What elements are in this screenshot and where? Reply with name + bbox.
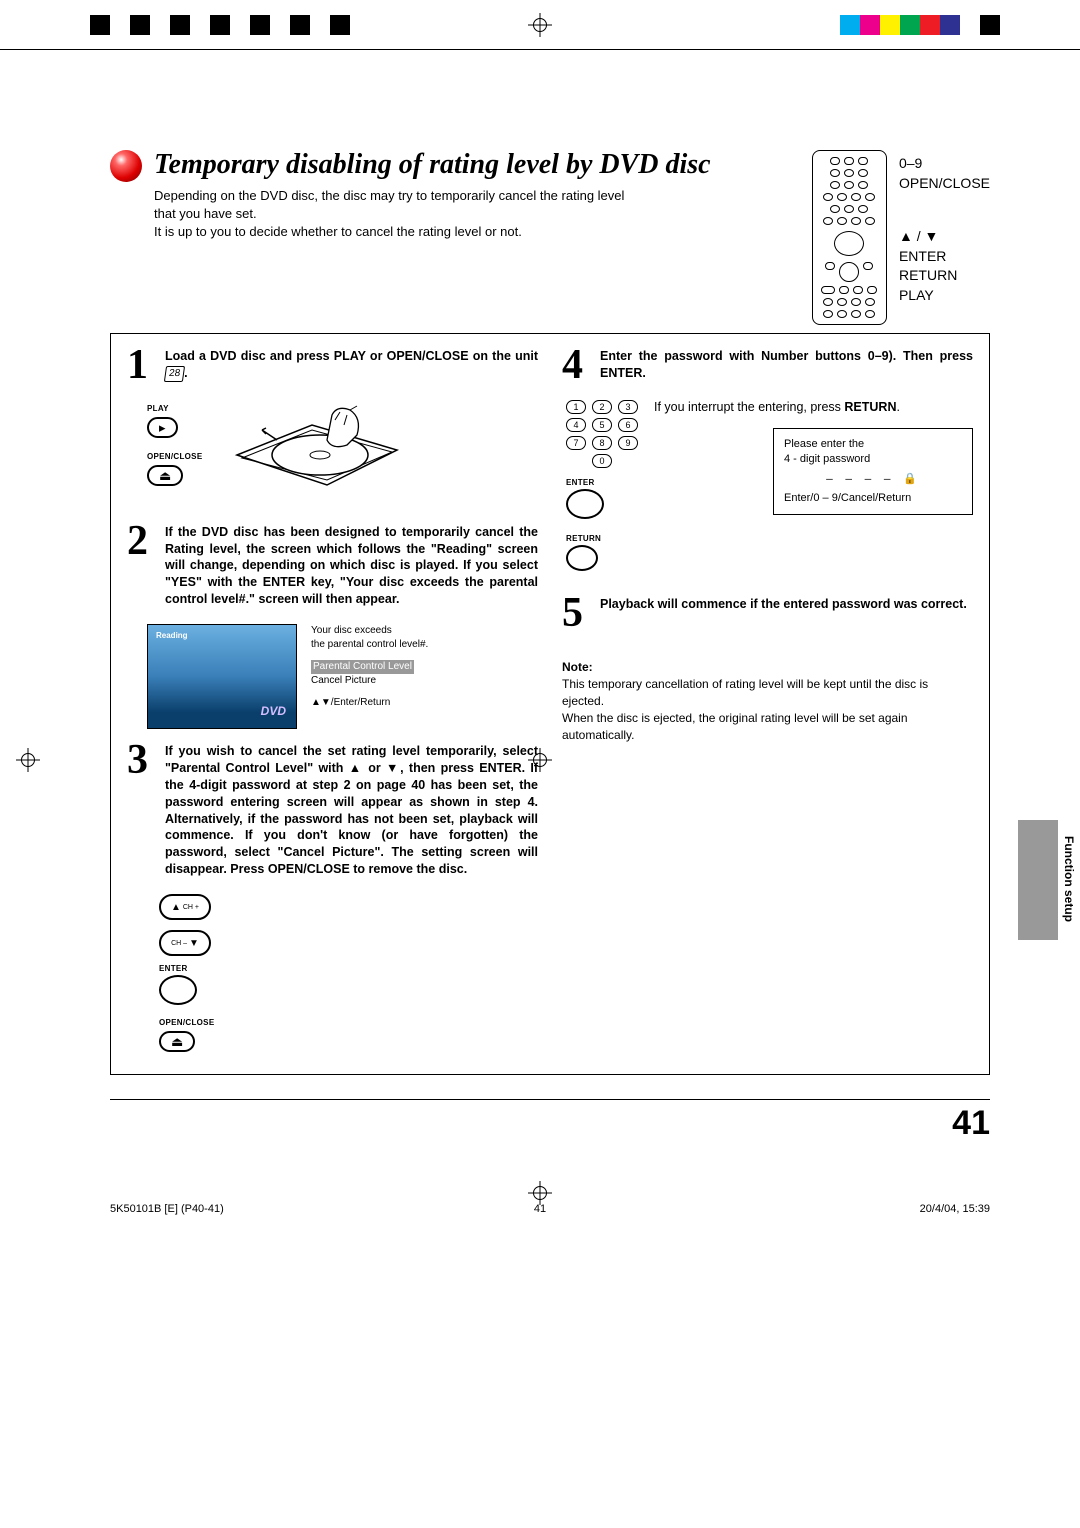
menu-line: Your disc exceeds [311,624,428,638]
page-title: Temporary disabling of rating level by D… [154,150,796,181]
numpad-icon: 1234567890 [566,400,640,468]
password-dialog: Please enter the 4 - digit password – – … [773,428,973,516]
enter-icon [566,489,604,519]
footer-date: 20/4/04, 15:39 [920,1203,990,1215]
tv-reading-label: Reading [156,631,188,640]
dvd-tray-icon [232,400,402,510]
intro-text: Depending on the DVD disc, the disc may … [154,188,624,221]
icon-label: ENTER [566,478,640,487]
remote-diagram [812,150,887,325]
step-text: Enter the password with Number buttons 0… [600,348,973,384]
remote-label: ▲ / ▼ [899,227,990,247]
color-swatches [840,15,1000,35]
icon-label: OPEN/CLOSE [147,452,202,461]
return-icon [566,545,598,571]
footer-doc-id: 5K50101B [E] (P40-41) [110,1203,224,1215]
icon-label: RETURN [566,534,640,543]
bullet-icon [110,150,142,182]
remote-label: OPEN/CLOSE [899,174,990,194]
remote-labels: 0–9 OPEN/CLOSE ▲ / ▼ ENTER RETURN PLAY [899,150,990,306]
bw-swatches [90,15,370,35]
registration-mark-icon [528,13,552,37]
icon-label: OPEN/CLOSE [159,1018,538,1027]
note-section: Note: This temporary cancellation of rat… [562,659,973,743]
step-text: Playback will commence if the entered pa… [600,596,967,632]
step-number: 4 [562,348,592,384]
open-close-icon: ⏏ [147,465,183,486]
button-icons: ▲ CH + CH – ▼ ENTER OPEN/CLOSE ⏏ [159,894,538,1054]
tv-dvd-label: DVD [261,704,286,718]
note-text: This temporary cancellation of rating le… [562,677,928,708]
dialog-line: Enter/0 – 9/Cancel/Return [784,491,962,506]
menu-item-highlighted: Parental Control Level [311,660,414,674]
remote-label: PLAY [899,286,990,306]
page-number: 41 [110,1099,990,1143]
dialog-line: Please enter the [784,437,962,452]
button-icons: 1234567890 ENTER RETURN [566,400,640,576]
remote-label: RETURN [899,266,990,286]
key-ref: 28 [164,366,185,382]
crop-bar [0,0,1080,50]
step-2: 2 If the DVD disc has been designed to t… [127,524,538,608]
footer: 5K50101B [E] (P40-41) 41 20/4/04, 15:39 [0,1183,1080,1245]
icon-label: ENTER [159,964,538,973]
step-3: 3 If you wish to cancel the set rating l… [127,743,538,878]
enter-icon [159,975,197,1005]
step-number: 1 [127,348,157,384]
step-number: 5 [562,596,592,632]
step-number: 2 [127,524,157,608]
step-text: Load a DVD disc and press PLAY or OPEN/C… [165,349,538,363]
open-close-icon: ⏏ [159,1031,195,1052]
note-text: When the disc is ejected, the original r… [562,711,908,742]
step-5: 5 Playback will commence if the entered … [562,596,973,632]
ch-up-icon: ▲ CH + [159,894,211,920]
step-text: If you wish to cancel the set rating lev… [165,743,538,878]
registration-mark-icon [528,1181,552,1205]
step-4: 4 Enter the password with Number buttons… [562,348,973,384]
note-heading: Note: [562,660,593,674]
step-1: 1 Load a DVD disc and press PLAY or OPEN… [127,348,538,384]
section-tab: Function setup [1058,830,1080,928]
menu-item: Cancel Picture [311,675,376,686]
remote-label: 0–9 [899,154,990,174]
intro-text: It is up to you to decide whether to can… [154,224,522,239]
menu-hint: ▲▼/Enter/Return [311,696,428,710]
tv-screen-preview: Reading DVD [147,624,297,729]
step-text: RETURN [844,400,896,414]
step-text: If you interrupt the entering, press [654,400,844,414]
play-icon: ▸ [147,417,178,438]
password-placeholder: – – – – 🔒 [826,471,920,486]
ch-down-icon: CH – ▼ [159,930,211,956]
remote-label: ENTER [899,247,990,267]
step-number: 3 [127,743,157,878]
onscreen-menu-text: Your disc exceeds the parental control l… [311,624,428,710]
icon-label: PLAY [147,404,202,413]
dialog-line: 4 - digit password [784,452,962,467]
button-icons: PLAY ▸ OPEN/CLOSE ⏏ [147,400,202,488]
step-text: . [896,400,899,414]
menu-line: the parental control level#. [311,638,428,652]
step-text: If the DVD disc has been designed to tem… [165,524,538,608]
